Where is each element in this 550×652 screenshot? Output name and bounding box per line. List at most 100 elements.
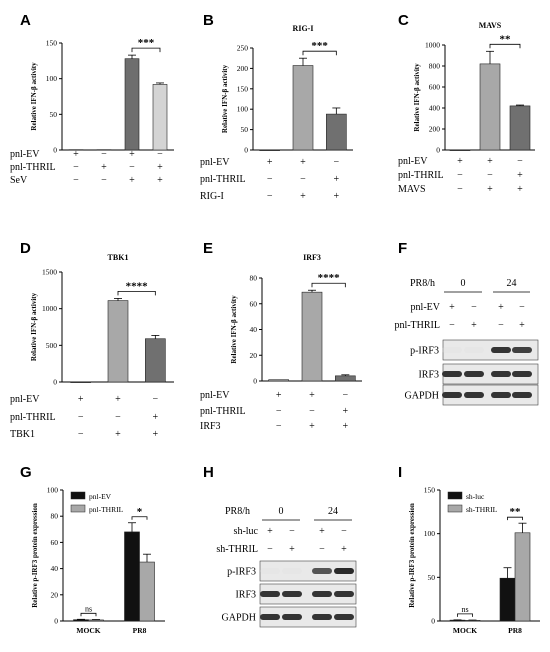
blot-band — [512, 371, 532, 377]
time-value: 24 — [507, 278, 517, 289]
panel-title: TBK1 — [108, 253, 129, 262]
bar — [139, 561, 155, 622]
condition-label: IRF3 — [200, 421, 221, 432]
significance-label: **** — [126, 280, 149, 292]
y-tick-label: 1000 — [425, 41, 440, 50]
bar — [107, 300, 129, 383]
y-tick-label: 50 — [428, 573, 436, 582]
condition-symbol: − — [334, 157, 340, 168]
condition-label: pnl-THRIL — [398, 170, 444, 181]
significance-bracket — [457, 613, 473, 617]
bar — [124, 531, 140, 622]
y-axis-label: Relative IFN-β activity — [221, 64, 229, 133]
bar — [514, 532, 531, 622]
condition-symbol: − — [101, 149, 107, 160]
bar — [326, 113, 347, 151]
panel-b-chart: 0 50 100 150 200 250 Relative IFN-β activity RI… — [200, 24, 353, 202]
significance-label: * — [137, 506, 143, 518]
condition-symbol: + — [276, 390, 282, 401]
condition-symbol: + — [78, 394, 84, 405]
condition-symbol: − — [267, 544, 273, 555]
blot-band — [260, 568, 280, 574]
blot-band — [334, 591, 354, 597]
y-tick-label: 20 — [51, 590, 59, 599]
condition-label: pnl-THRIL — [200, 174, 246, 185]
panel-label-c: C — [398, 12, 409, 29]
x-category-label: PR8 — [508, 626, 522, 635]
condition-symbol: − — [309, 406, 315, 417]
legend-label: sh-luc — [466, 492, 485, 501]
bar — [449, 149, 471, 151]
y-axis-label: Relative IFN-β activity — [30, 292, 38, 361]
bar — [259, 149, 280, 151]
bar — [96, 149, 112, 151]
blot-strip — [259, 560, 357, 582]
significance-bracket — [117, 291, 156, 296]
time-value: 0 — [279, 506, 284, 517]
condition-symbol: − — [78, 429, 84, 440]
condition-symbol: + — [517, 170, 523, 181]
y-tick-label: 150 — [424, 486, 436, 495]
y-tick-label: 50 — [241, 125, 249, 134]
condition-symbol: + — [498, 302, 504, 313]
condition-symbol: + — [471, 320, 477, 331]
blot-label: p-IRF3 — [227, 567, 256, 578]
bar — [509, 105, 531, 151]
blot-label: p-IRF3 — [410, 346, 439, 357]
condition-symbol: − — [101, 175, 107, 186]
condition-symbol: + — [487, 184, 493, 195]
panel-title: MAVS — [479, 21, 502, 30]
condition-symbol: + — [101, 162, 107, 173]
blot-band — [512, 347, 532, 353]
condition-symbol: − — [73, 162, 79, 173]
blot-band — [334, 568, 354, 574]
bar — [145, 338, 166, 383]
condition-symbol: + — [309, 390, 315, 401]
panel-label-h: H — [203, 464, 214, 481]
blot-band — [442, 347, 462, 353]
condition-symbol: + — [343, 406, 349, 417]
condition-symbol: − — [157, 149, 163, 160]
y-tick-label: 100 — [46, 74, 58, 83]
condition-symbol: + — [300, 191, 306, 202]
condition-symbol: − — [129, 162, 135, 173]
legend-swatch — [70, 491, 86, 500]
panel-a-chart: 0 50 100 150 Relative IFN-β activity *** pnl-E… — [10, 37, 174, 186]
significance-label: ** — [500, 33, 512, 45]
time-value: 24 — [328, 506, 338, 517]
significance-bracket — [131, 516, 148, 520]
bar — [479, 63, 501, 151]
condition-symbol: + — [457, 156, 463, 167]
bar — [152, 84, 168, 151]
condition-symbol: + — [334, 191, 340, 202]
y-tick-label: 100 — [424, 529, 436, 538]
y-tick-label: 400 — [429, 104, 441, 113]
y-tick-label: 200 — [237, 64, 249, 73]
condition-symbol: − — [78, 412, 84, 423]
bar — [335, 375, 356, 382]
condition-symbol: − — [276, 421, 282, 432]
blot-label: GAPDH — [405, 391, 439, 402]
blot-band — [491, 347, 511, 353]
blot-band — [442, 392, 462, 398]
condition-label: pnl-THRIL — [394, 320, 440, 331]
condition-symbol: + — [289, 544, 295, 555]
blot-label: GAPDH — [222, 613, 256, 624]
condition-label: TBK1 — [10, 429, 35, 440]
condition-symbol: − — [300, 174, 306, 185]
bar — [124, 58, 140, 151]
legend-label: sh-THRIL — [466, 505, 498, 514]
condition-symbol: + — [129, 149, 135, 160]
condition-symbol: − — [519, 302, 525, 313]
significance-label: ** — [510, 506, 522, 518]
blot-band — [442, 371, 462, 377]
significance-label: ns — [461, 605, 468, 614]
condition-symbol: + — [519, 320, 525, 331]
condition-label: pnl-THRIL — [200, 406, 246, 417]
condition-symbol: − — [115, 412, 121, 423]
y-tick-label: 150 — [237, 84, 249, 93]
y-tick-label: 0 — [436, 146, 440, 155]
